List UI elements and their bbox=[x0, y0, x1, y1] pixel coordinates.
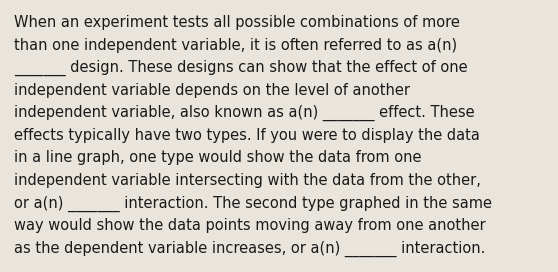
Text: effects typically have two types. If you were to display the data: effects typically have two types. If you… bbox=[14, 128, 480, 143]
Text: _______ design. These designs can show that the effect of one: _______ design. These designs can show t… bbox=[14, 60, 468, 76]
Text: independent variable, also known as a(n) _______ effect. These: independent variable, also known as a(n)… bbox=[14, 105, 474, 122]
Text: as the dependent variable increases, or a(n) _______ interaction.: as the dependent variable increases, or … bbox=[14, 241, 485, 257]
Text: than one independent variable, it is often referred to as a(n): than one independent variable, it is oft… bbox=[14, 38, 457, 52]
Text: independent variable intersecting with the data from the other,: independent variable intersecting with t… bbox=[14, 173, 481, 188]
Text: in a line graph, one type would show the data from one: in a line graph, one type would show the… bbox=[14, 150, 421, 165]
Text: When an experiment tests all possible combinations of more: When an experiment tests all possible co… bbox=[14, 15, 460, 30]
Text: or a(n) _______ interaction. The second type graphed in the same: or a(n) _______ interaction. The second … bbox=[14, 196, 492, 212]
Text: independent variable depends on the level of another: independent variable depends on the leve… bbox=[14, 83, 410, 98]
Text: way would show the data points moving away from one another: way would show the data points moving aw… bbox=[14, 218, 485, 233]
